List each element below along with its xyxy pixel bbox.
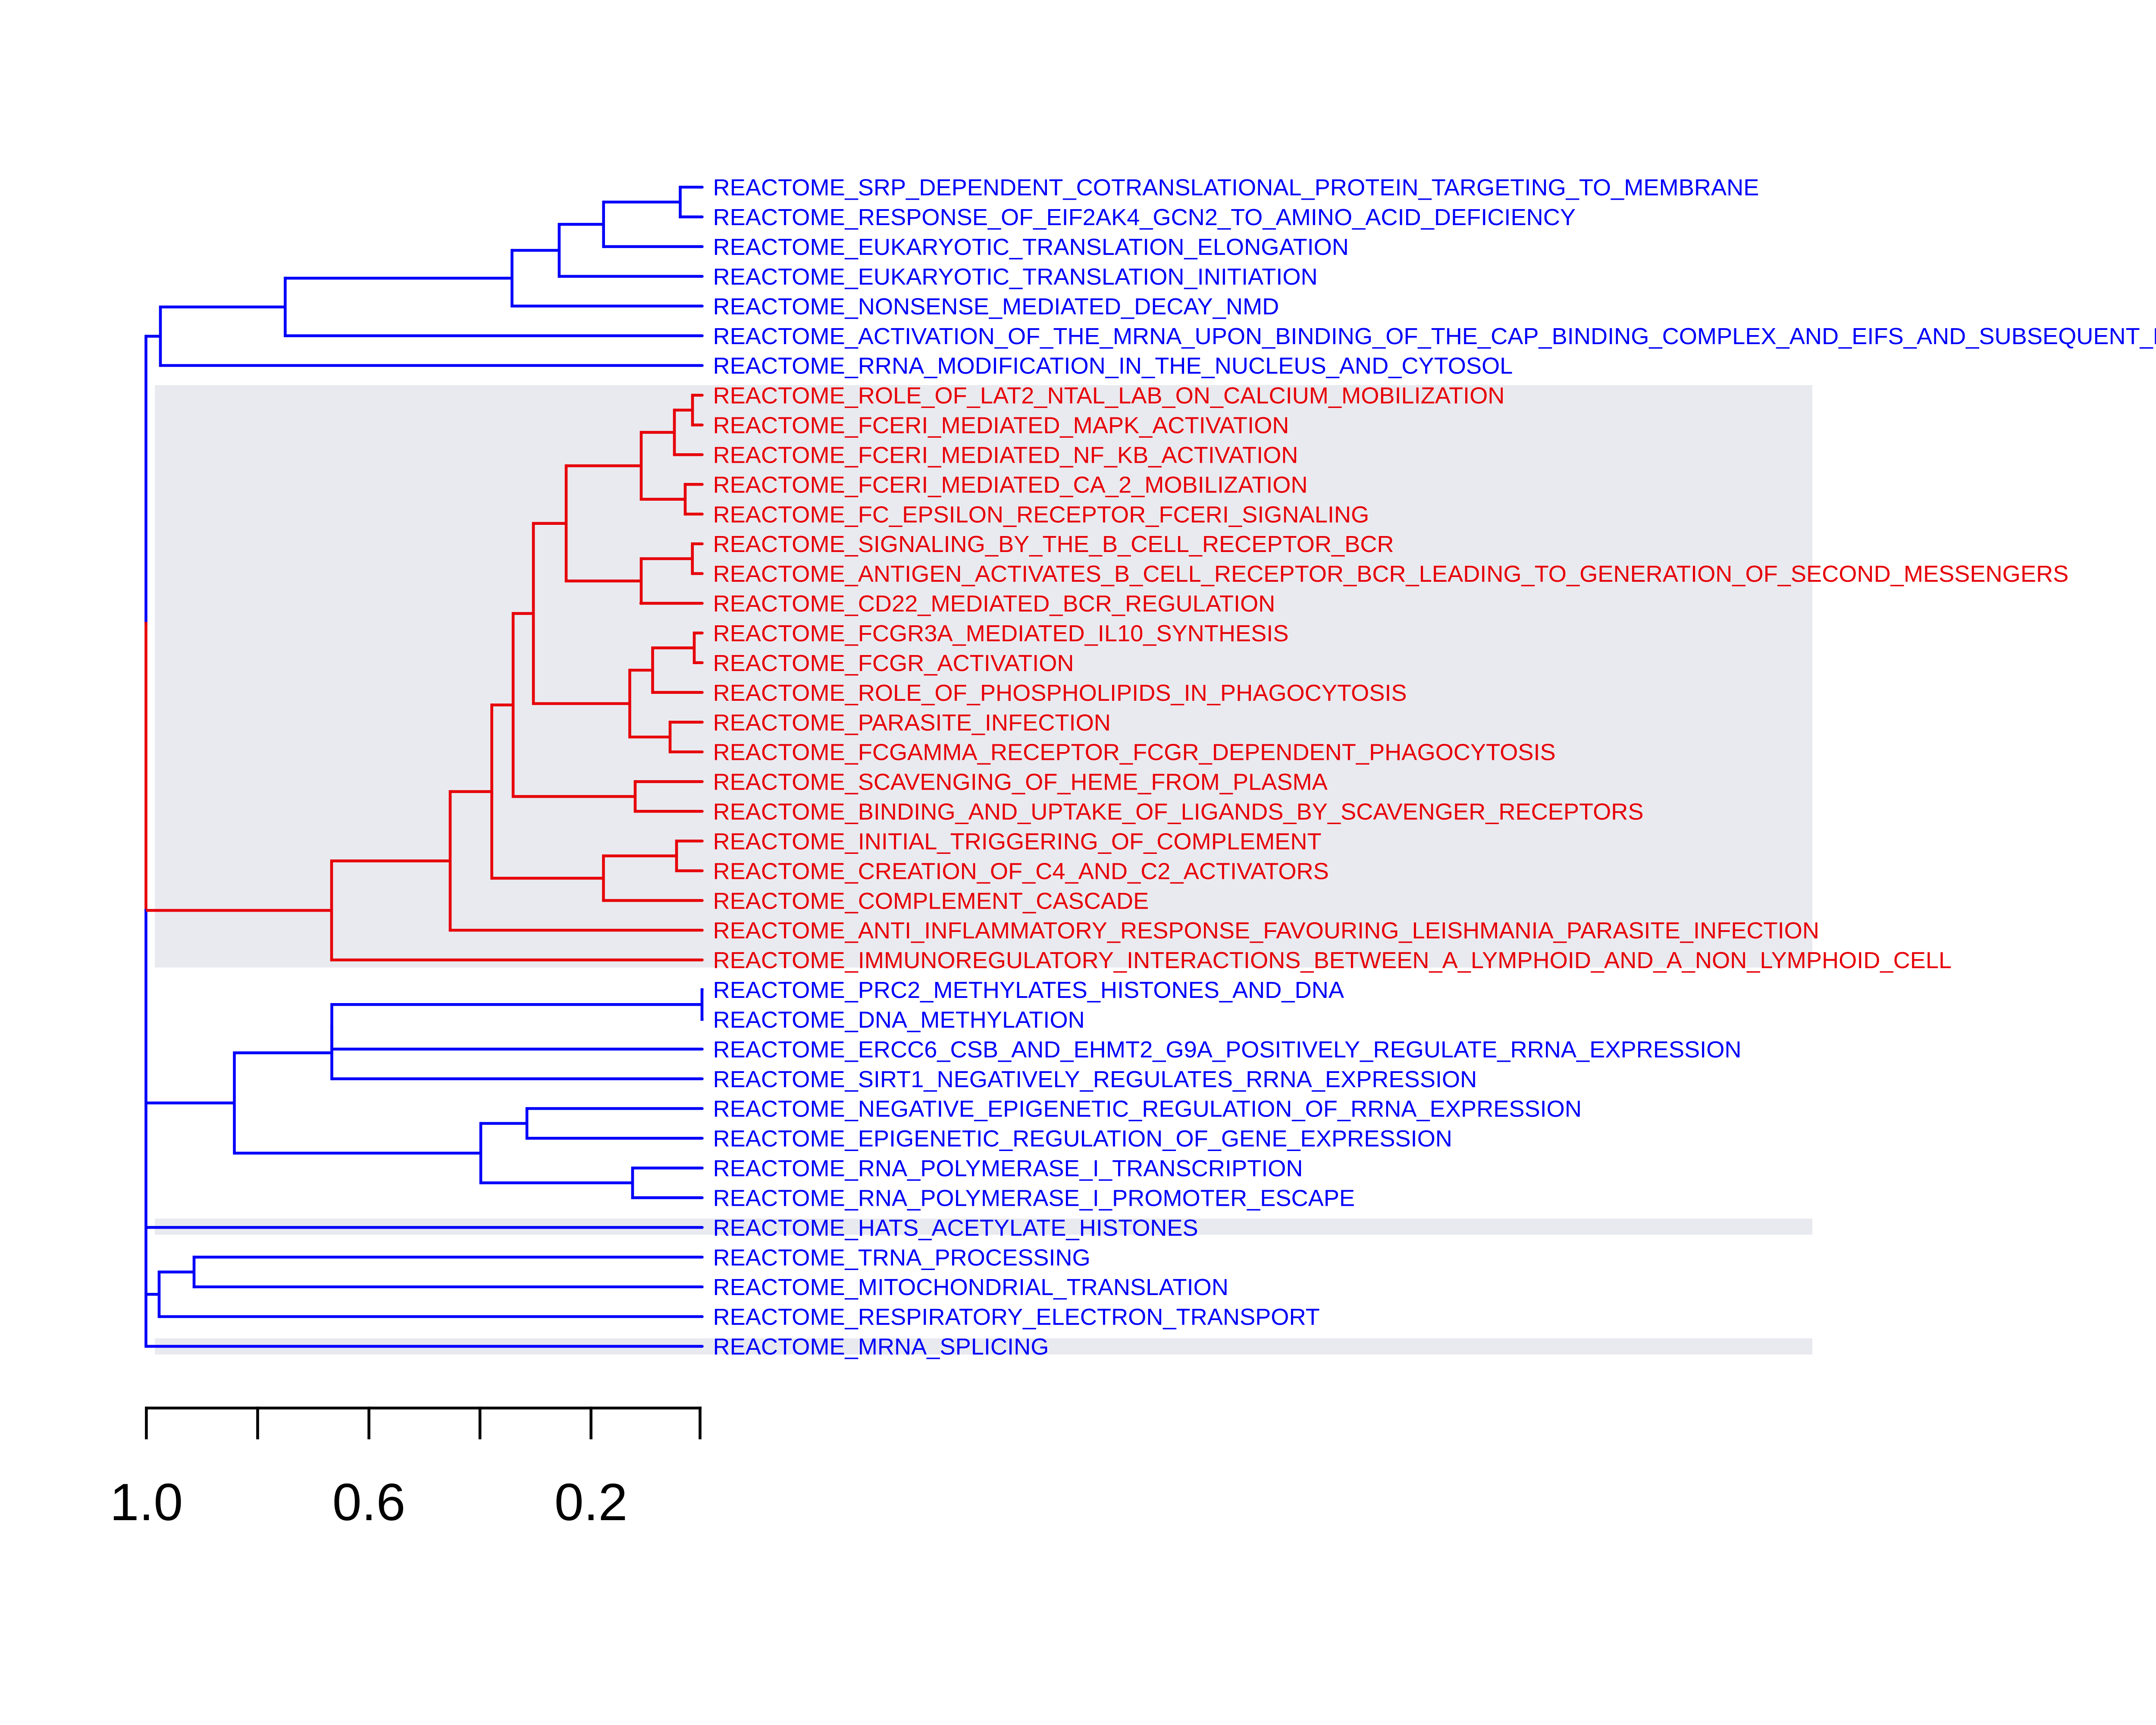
svg-text:REACTOME_BINDING_AND_UPTAKE_OF: REACTOME_BINDING_AND_UPTAKE_OF_LIGANDS_B… xyxy=(713,799,1644,825)
svg-text:REACTOME_TRNA_PROCESSING: REACTOME_TRNA_PROCESSING xyxy=(713,1245,1091,1270)
svg-text:REACTOME_FCGAMMA_RECEPTOR_FCGR: REACTOME_FCGAMMA_RECEPTOR_FCGR_DEPENDENT… xyxy=(713,740,1556,765)
svg-text:REACTOME_CD22_MEDIATED_BCR_REG: REACTOME_CD22_MEDIATED_BCR_REGULATION xyxy=(713,591,1275,617)
svg-text:REACTOME_ERCC6_CSB_AND_EHMT2_G: REACTOME_ERCC6_CSB_AND_EHMT2_G9A_POSITIV… xyxy=(713,1037,1742,1063)
svg-text:REACTOME_RNA_POLYMERASE_I_TRAN: REACTOME_RNA_POLYMERASE_I_TRANSCRIPTION xyxy=(713,1156,1303,1182)
svg-text:REACTOME_EUKARYOTIC_TRANSLATIO: REACTOME_EUKARYOTIC_TRANSLATION_ELONGATI… xyxy=(713,234,1349,260)
svg-text:REACTOME_RESPONSE_OF_EIF2AK4_G: REACTOME_RESPONSE_OF_EIF2AK4_GCN2_TO_AMI… xyxy=(713,204,1576,230)
svg-text:1.0: 1.0 xyxy=(110,1473,183,1531)
svg-text:REACTOME_DNA_METHYLATION: REACTOME_DNA_METHYLATION xyxy=(713,1007,1085,1033)
svg-text:0.6: 0.6 xyxy=(332,1473,406,1531)
svg-text:REACTOME_NONSENSE_MEDIATED_DEC: REACTOME_NONSENSE_MEDIATED_DECAY_NMD xyxy=(713,294,1279,320)
svg-text:REACTOME_FCERI_MEDIATED_MAPK_A: REACTOME_FCERI_MEDIATED_MAPK_ACTIVATION xyxy=(713,413,1289,439)
svg-text:REACTOME_FCGR_ACTIVATION: REACTOME_FCGR_ACTIVATION xyxy=(713,650,1074,676)
svg-text:REACTOME_SCAVENGING_OF_HEME_FR: REACTOME_SCAVENGING_OF_HEME_FROM_PLASMA xyxy=(713,769,1328,795)
svg-text:REACTOME_MITOCHONDRIAL_TRANSLA: REACTOME_MITOCHONDRIAL_TRANSLATION xyxy=(713,1274,1228,1300)
svg-text:REACTOME_RESPIRATORY_ELECTRON_: REACTOME_RESPIRATORY_ELECTRON_TRANSPORT xyxy=(713,1304,1320,1330)
svg-text:REACTOME_COMPLEMENT_CASCADE: REACTOME_COMPLEMENT_CASCADE xyxy=(713,888,1149,914)
svg-text:REACTOME_MRNA_SPLICING: REACTOME_MRNA_SPLICING xyxy=(713,1334,1049,1360)
svg-text:REACTOME_FCERI_MEDIATED_NF_KB_: REACTOME_FCERI_MEDIATED_NF_KB_ACTIVATION xyxy=(713,442,1298,468)
svg-text:REACTOME_FC_EPSILON_RECEPTOR_F: REACTOME_FC_EPSILON_RECEPTOR_FCERI_SIGNA… xyxy=(713,502,1369,527)
svg-text:REACTOME_ROLE_OF_PHOSPHOLIPIDS: REACTOME_ROLE_OF_PHOSPHOLIPIDS_IN_PHAGOC… xyxy=(713,680,1407,706)
svg-text:REACTOME_CREATION_OF_C4_AND_C2: REACTOME_CREATION_OF_C4_AND_C2_ACTIVATOR… xyxy=(713,858,1329,884)
svg-text:REACTOME_PARASITE_INFECTION: REACTOME_PARASITE_INFECTION xyxy=(713,710,1111,736)
svg-text:0.2: 0.2 xyxy=(555,1473,628,1531)
svg-text:REACTOME_RRNA_MODIFICATION_IN_: REACTOME_RRNA_MODIFICATION_IN_THE_NUCLEU… xyxy=(713,353,1513,379)
svg-text:REACTOME_EPIGENETIC_REGULATION: REACTOME_EPIGENETIC_REGULATION_OF_GENE_E… xyxy=(713,1126,1452,1152)
svg-text:REACTOME_EUKARYOTIC_TRANSLATIO: REACTOME_EUKARYOTIC_TRANSLATION_INITIATI… xyxy=(713,264,1318,290)
svg-text:REACTOME_RNA_POLYMERASE_I_PROM: REACTOME_RNA_POLYMERASE_I_PROMOTER_ESCAP… xyxy=(713,1186,1355,1211)
svg-text:REACTOME_FCERI_MEDIATED_CA_2_M: REACTOME_FCERI_MEDIATED_CA_2_MOBILIZATIO… xyxy=(713,472,1308,498)
svg-text:REACTOME_SIGNALING_BY_THE_B_CE: REACTOME_SIGNALING_BY_THE_B_CELL_RECEPTO… xyxy=(713,531,1394,557)
svg-text:REACTOME_PRC2_METHYLATES_HISTO: REACTOME_PRC2_METHYLATES_HISTONES_AND_DN… xyxy=(713,977,1344,1003)
svg-text:REACTOME_ROLE_OF_LAT2_NTAL_LAB: REACTOME_ROLE_OF_LAT2_NTAL_LAB_ON_CALCIU… xyxy=(713,383,1505,409)
svg-text:REACTOME_INITIAL_TRIGGERING_OF: REACTOME_INITIAL_TRIGGERING_OF_COMPLEMEN… xyxy=(713,828,1322,854)
svg-text:REACTOME_SRP_DEPENDENT_COTRANS: REACTOME_SRP_DEPENDENT_COTRANSLATIONAL_P… xyxy=(713,175,1759,201)
svg-text:REACTOME_IMMUNOREGULATORY_INTE: REACTOME_IMMUNOREGULATORY_INTERACTIONS_B… xyxy=(713,947,1952,973)
svg-text:REACTOME_ANTI_INFLAMMATORY_RES: REACTOME_ANTI_INFLAMMATORY_RESPONSE_FAVO… xyxy=(713,918,1819,944)
svg-text:REACTOME_SIRT1_NEGATIVELY_REGU: REACTOME_SIRT1_NEGATIVELY_REGULATES_RRNA… xyxy=(713,1066,1477,1092)
svg-text:REACTOME_HATS_ACETYLATE_HISTON: REACTOME_HATS_ACETYLATE_HISTONES xyxy=(713,1215,1198,1241)
svg-text:REACTOME_NEGATIVE_EPIGENETIC_R: REACTOME_NEGATIVE_EPIGENETIC_REGULATION_… xyxy=(713,1096,1582,1122)
svg-text:REACTOME_FCGR3A_MEDIATED_IL10_: REACTOME_FCGR3A_MEDIATED_IL10_SYNTHESIS xyxy=(713,621,1289,646)
svg-text:REACTOME_ACTIVATION_OF_THE_MRN: REACTOME_ACTIVATION_OF_THE_MRNA_UPON_BIN… xyxy=(713,323,2156,349)
svg-text:REACTOME_ANTIGEN_ACTIVATES_B_C: REACTOME_ANTIGEN_ACTIVATES_B_CELL_RECEPT… xyxy=(713,561,2069,587)
